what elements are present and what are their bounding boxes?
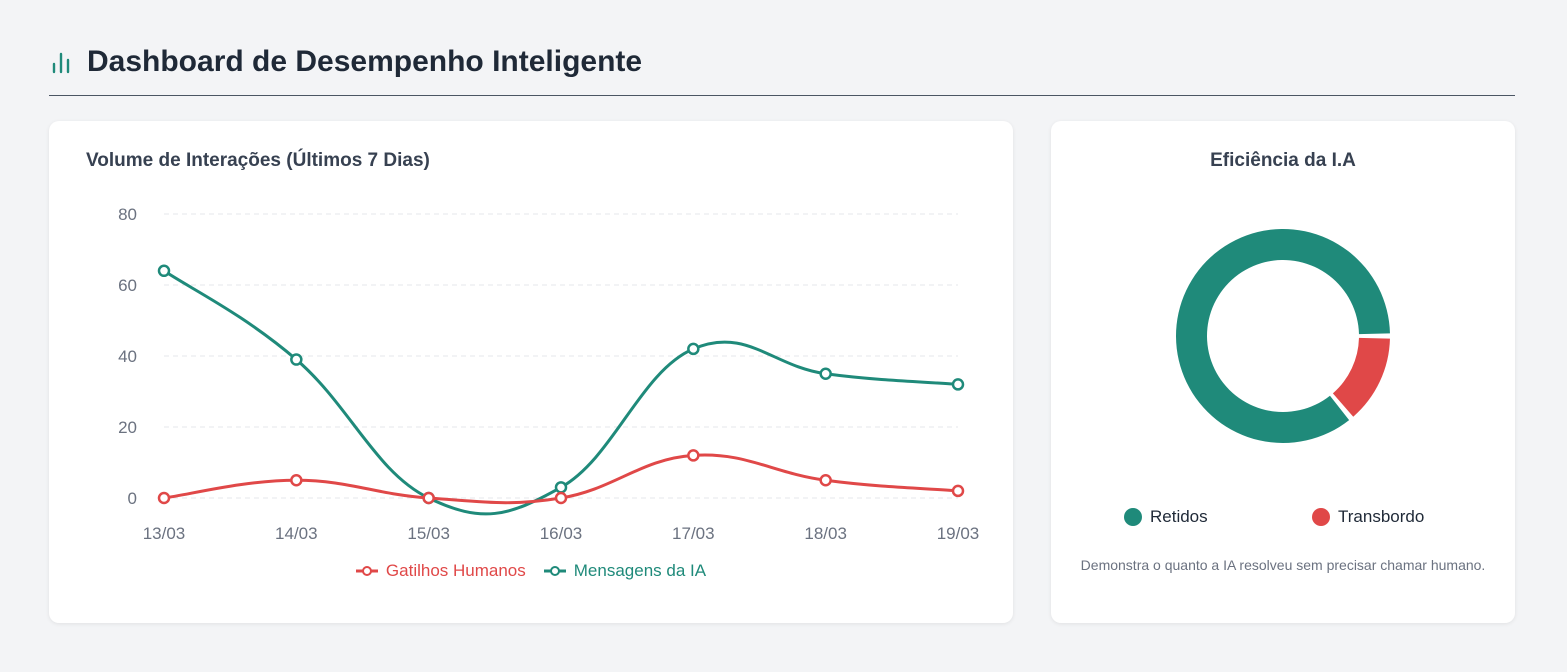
y-tick-label: 40 <box>118 347 137 366</box>
x-tick-label: 17/03 <box>672 524 715 543</box>
data-point <box>687 449 700 462</box>
data-point <box>290 353 303 366</box>
data-point <box>554 481 568 494</box>
page-header: Dashboard de Desempenho Inteligente <box>49 40 1515 96</box>
legend-dot-icon <box>1312 508 1330 526</box>
x-tick-label: 18/03 <box>804 524 847 543</box>
data-point <box>157 264 171 278</box>
y-tick-label: 0 <box>128 489 137 508</box>
legend-marker-icon <box>355 566 378 576</box>
efficiency-card: Eficiência da I.A Retidos Transbordo Dem… <box>1051 121 1515 623</box>
line-chart: 0 20 40 60 80 13/03 14/03 15/03 16/03 17/03 18/03 1… <box>118 205 980 543</box>
bar-chart-icon <box>52 52 70 73</box>
x-tick-label: 19/03 <box>937 524 980 543</box>
legend-retidos[interactable]: Retidos <box>1124 507 1208 527</box>
data-point <box>951 484 965 498</box>
legend-label: Gatilhos Humanos <box>385 561 526 580</box>
data-point <box>819 474 832 487</box>
legend-transbordo[interactable]: Transbordo <box>1312 507 1424 527</box>
donut-description: Demonstra o quanto a IA resolveu sem pre… <box>1080 557 1486 573</box>
data-point <box>819 367 832 380</box>
y-tick-label: 80 <box>118 205 137 224</box>
legend-gatilhos[interactable]: Gatilhos Humanos <box>355 561 526 581</box>
data-point <box>951 378 965 391</box>
x-tick-label: 14/03 <box>275 524 318 543</box>
legend-dot-icon <box>1124 508 1142 526</box>
data-point <box>554 491 568 505</box>
y-tick-label: 20 <box>118 418 137 437</box>
line-legend: Gatilhos Humanos Mensagens da IA <box>49 561 1013 581</box>
y-tick-label: 60 <box>118 276 137 295</box>
legend-label: Transbordo <box>1338 507 1425 526</box>
series-line-mensagens-da-ia <box>163 269 959 516</box>
donut-title: Eficiência da I.A <box>1210 150 1356 171</box>
legend-label: Retidos <box>1150 507 1208 526</box>
data-point <box>290 474 303 487</box>
data-point <box>157 491 171 505</box>
donut-slice-transbordo <box>1332 337 1390 417</box>
legend-mensagens[interactable]: Mensagens da IA <box>543 561 707 581</box>
page-title: Dashboard de Desempenho Inteligente <box>87 44 643 78</box>
interactions-card: Volume de Interações (Últimos 7 Dias) 0 2… <box>49 121 1013 623</box>
x-tick-label: 16/03 <box>540 524 583 543</box>
line-chart-title: Volume de Interações (Últimos 7 Dias) <box>86 150 430 171</box>
x-tick-label: 13/03 <box>143 524 186 543</box>
data-point <box>422 491 435 505</box>
data-point <box>687 342 700 356</box>
donut-chart <box>1176 229 1390 443</box>
legend-marker-icon <box>543 566 566 576</box>
legend-label: Mensagens da IA <box>573 561 707 580</box>
x-tick-label: 15/03 <box>407 524 450 543</box>
